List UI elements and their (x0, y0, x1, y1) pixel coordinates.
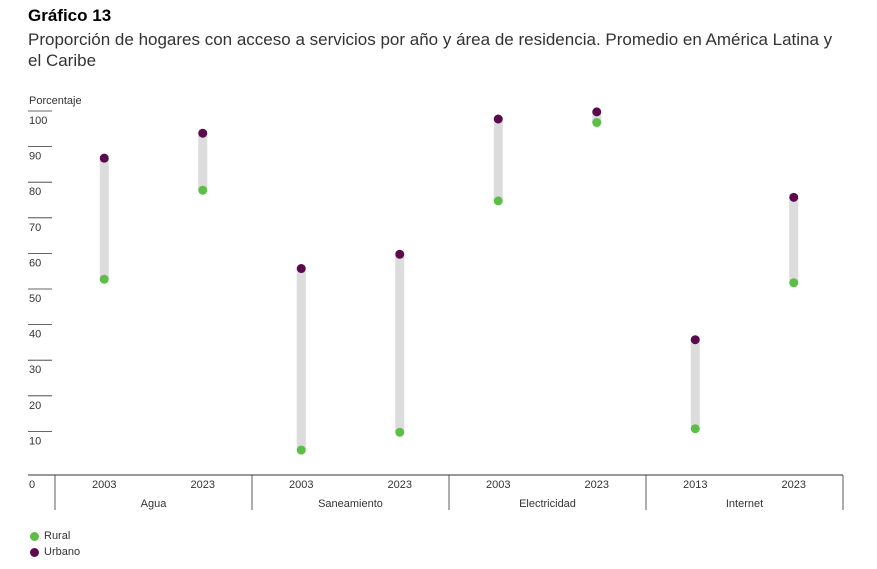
y-tick-label-20: 20 (29, 400, 41, 412)
urbano-point-6 (690, 335, 700, 345)
y-tick-label-40: 40 (29, 329, 41, 341)
rural-legend-swatch (30, 531, 39, 541)
urbano-point-1 (198, 128, 208, 138)
rural-point-6 (690, 424, 700, 434)
rural-point-7 (789, 278, 799, 288)
urbano-point-4 (493, 114, 503, 124)
range-bar-5 (592, 111, 602, 123)
group-label-agua: Agua (141, 498, 168, 510)
urbano-point-5 (592, 107, 602, 117)
rural-point-2 (296, 445, 306, 455)
rural-point-1 (198, 185, 208, 195)
y-tick-label-80: 80 (29, 186, 41, 198)
rural-point-0 (99, 274, 109, 284)
y-tick-label-50: 50 (29, 293, 41, 305)
y-tick-label-60: 60 (29, 257, 41, 269)
x-tick-label-internet-2023: 2023 (782, 479, 806, 491)
x-tick-label-electricidad-2023: 2023 (585, 479, 609, 491)
y-tick-label-70: 70 (29, 222, 41, 234)
range-bar-0 (99, 158, 109, 280)
urbano-point-7 (789, 192, 799, 202)
x-tick-label-agua-2023: 2023 (191, 479, 215, 491)
range-bar-3 (395, 254, 405, 433)
urbano-point-3 (395, 249, 405, 259)
range-bars (99, 111, 799, 451)
y-axis: 0 10 20 30 40 50 60 70 80 90 100 (28, 110, 52, 491)
rural-point-3 (395, 427, 405, 437)
rural-point-5 (592, 118, 602, 128)
group-label-electricidad: Electricidad (519, 498, 576, 510)
range-bar-1 (198, 133, 208, 191)
range-bar-7 (789, 197, 799, 283)
group-label-internet: Internet (726, 498, 763, 510)
y-tick-label-90: 90 (29, 151, 41, 163)
rural-point-4 (493, 196, 503, 206)
x-tick-label-agua-2003: 2003 (92, 479, 116, 491)
figure-label: Gráfico 13 (28, 6, 112, 25)
x-tick-label-internet-2013: 2013 (683, 479, 707, 491)
chart-title: Proporción de hogares con acceso a servi… (28, 30, 833, 70)
x-tick-label-saneamiento-2023: 2023 (388, 479, 412, 491)
y-tick-label-0: 0 (29, 479, 35, 491)
y-tick-label-100: 100 (29, 115, 47, 127)
data-points (99, 107, 799, 455)
y-axis-label: Porcentaje (29, 95, 82, 107)
legend-label-rural: Rural (44, 530, 71, 542)
range-bar-4 (493, 119, 503, 201)
legend-item-urbano: Urbano (30, 546, 80, 558)
urbano-legend-swatch (30, 547, 39, 557)
legend-item-rural: Rural (30, 530, 70, 542)
x-tick-label-electricidad-2003: 2003 (486, 479, 510, 491)
group-label-saneamiento: Saneamiento (318, 498, 383, 510)
x-axis: Agua 2003 2023 Saneamiento 2003 2023 Electrici… (28, 474, 844, 510)
range-bar-2 (296, 268, 306, 451)
y-tick-label-30: 30 (29, 364, 41, 376)
y-tick-label-10: 10 (29, 435, 41, 447)
range-bar-6 (690, 339, 700, 429)
urbano-point-2 (296, 264, 306, 274)
urbano-point-0 (99, 153, 109, 163)
x-tick-label-saneamiento-2003: 2003 (289, 479, 313, 491)
legend-label-urbano: Urbano (44, 546, 81, 558)
